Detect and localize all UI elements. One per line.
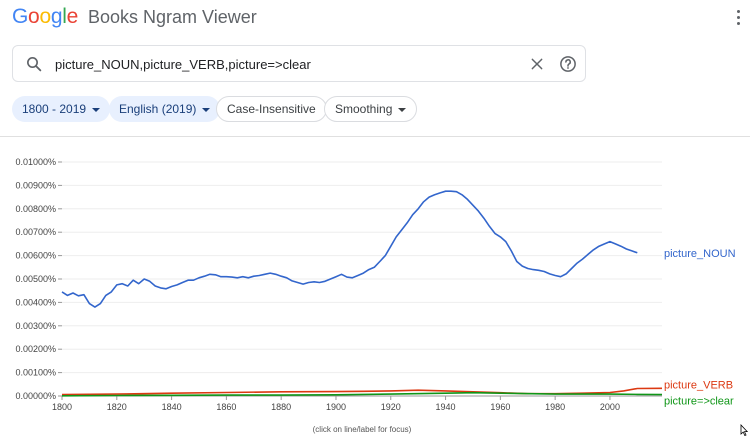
app-title: Books Ngram Viewer <box>88 7 257 27</box>
x-tick-label: 2000 <box>600 402 620 412</box>
chevron-down-icon <box>92 107 101 112</box>
corpus-label: English (2019) <box>119 102 197 116</box>
y-tick-label: 0.00800% <box>15 204 56 214</box>
smoothing-label: Smoothing <box>335 102 393 116</box>
search-input[interactable] <box>55 53 510 75</box>
series-line[interactable] <box>61 387 663 396</box>
logo-letter: g <box>50 5 63 28</box>
ngram-chart: 0.00000% 0.00100% 0.00200% 0.00300% 0.00400%… <box>15 157 736 434</box>
x-tick-label: 1920 <box>381 402 401 412</box>
year-range-dropdown[interactable]: 1800 - 2019 <box>12 96 111 122</box>
x-tick-label: 1940 <box>436 402 456 412</box>
y-tick-label: 0.00000% <box>15 391 56 401</box>
x-tick-label: 1840 <box>162 402 182 412</box>
logo-letter: l <box>62 5 67 28</box>
search-icon[interactable] <box>25 55 43 73</box>
y-tick-label: 0.00700% <box>15 227 56 237</box>
series-line[interactable] <box>61 391 663 397</box>
logo-letter: G <box>12 5 29 28</box>
y-tick-label: 0.00100% <box>15 368 56 378</box>
chart-footnote: (click on line/label for focus) <box>313 425 412 434</box>
y-tick-label: 0.00300% <box>15 321 56 331</box>
y-tick-label: 0.00200% <box>15 344 56 354</box>
y-tick-label: 0.01000% <box>15 157 56 167</box>
chevron-down-icon <box>398 107 407 112</box>
y-tick-label: 0.00500% <box>15 274 56 284</box>
help-icon[interactable] <box>559 55 577 73</box>
mouse-cursor-icon <box>740 424 748 436</box>
search-box[interactable] <box>12 45 586 82</box>
y-tick-label: 0.00400% <box>15 297 56 307</box>
x-tick-label: 1980 <box>545 402 565 412</box>
corpus-dropdown[interactable]: English (2019) <box>109 96 221 122</box>
series-label[interactable]: picture_VERB <box>664 379 733 391</box>
case-insensitive-label: Case-Insensitive <box>227 102 316 116</box>
x-tick-label: 1960 <box>490 402 510 412</box>
series-label[interactable]: picture_NOUN <box>664 248 736 260</box>
y-tick-label: 0.00600% <box>15 251 56 261</box>
x-tick-label: 1880 <box>271 402 291 412</box>
series-label[interactable]: picture=>clear <box>664 396 734 408</box>
y-tick-label: 0.00900% <box>15 180 56 190</box>
logo-letter: o <box>39 5 51 28</box>
logo-letter: e <box>66 5 79 28</box>
case-insensitive-toggle[interactable]: Case-Insensitive <box>216 96 327 122</box>
x-tick-label: 1860 <box>216 402 236 412</box>
x-tick-label: 1900 <box>326 402 346 412</box>
smoothing-dropdown[interactable]: Smoothing <box>324 96 418 122</box>
chevron-down-icon <box>202 107 211 112</box>
x-tick-label: 1800 <box>52 402 72 412</box>
x-tick-label: 1820 <box>107 402 127 412</box>
header-divider <box>0 136 750 137</box>
year-range-label: 1800 - 2019 <box>22 102 87 116</box>
logo-letter: o <box>28 5 40 28</box>
series-line[interactable] <box>61 190 638 308</box>
close-icon[interactable] <box>529 56 545 72</box>
more-vert-icon[interactable] <box>732 10 744 28</box>
